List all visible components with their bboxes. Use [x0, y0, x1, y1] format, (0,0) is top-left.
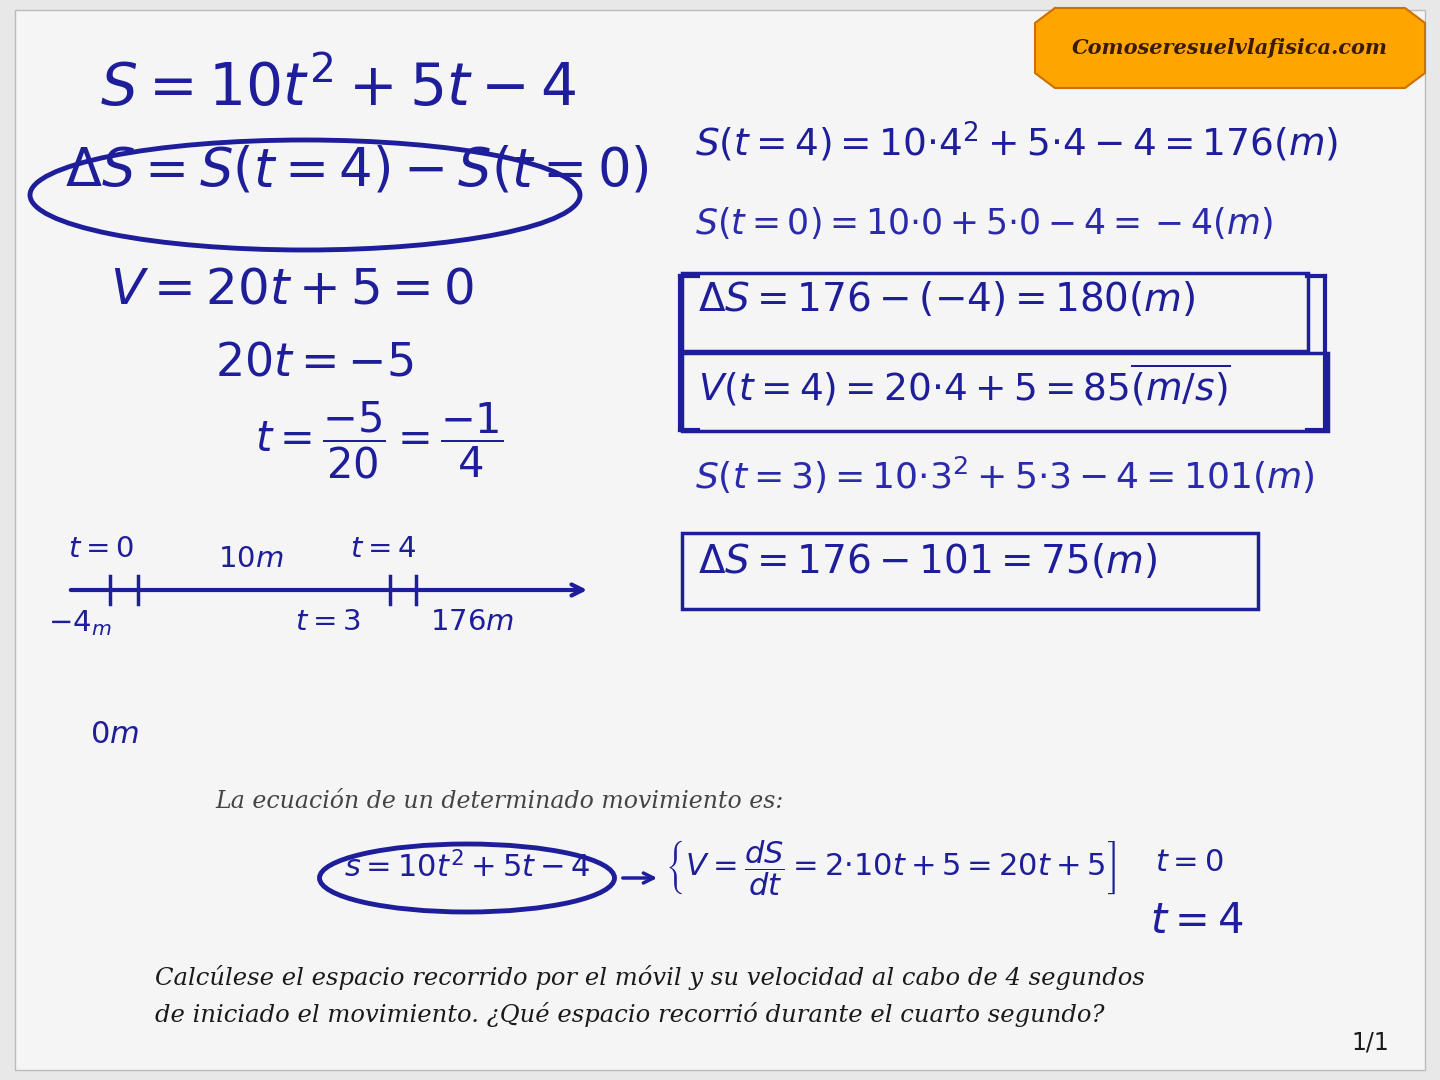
Text: 1/1: 1/1	[1351, 1030, 1388, 1054]
Text: $\Delta S = 176 - 101 = 75(m)$: $\Delta S = 176 - 101 = 75(m)$	[698, 542, 1158, 581]
Text: $S = 10t^2 + 5t - 4$: $S = 10t^2 + 5t - 4$	[99, 60, 576, 118]
Text: $S(t{=}0) = 10{\cdot}0 + 5{\cdot}0 - 4 = -4(m)$: $S(t{=}0) = 10{\cdot}0 + 5{\cdot}0 - 4 =…	[696, 205, 1273, 241]
Text: $t = \dfrac{-5}{20} = \dfrac{-1}{4}$: $t = \dfrac{-5}{20} = \dfrac{-1}{4}$	[255, 400, 504, 481]
Text: $-4_m$: $-4_m$	[48, 608, 112, 638]
Text: $176m$: $176m$	[431, 608, 514, 636]
Text: Calcúlese el espacio recorrido por el móvil y su velocidad al cabo de 4 segundos: Calcúlese el espacio recorrido por el mó…	[156, 966, 1145, 990]
Text: $0m$: $0m$	[89, 720, 140, 750]
Text: $t{=}3$: $t{=}3$	[295, 608, 360, 636]
Text: $\left\{V = \dfrac{dS}{dt} = 2{\cdot}10t + 5 = 20t + 5\right]$: $\left\{V = \dfrac{dS}{dt} = 2{\cdot}10t…	[665, 838, 1116, 897]
Text: $20t = {-}5$: $20t = {-}5$	[215, 340, 413, 384]
Text: La ecuación de un determinado movimiento es:: La ecuación de un determinado movimiento…	[215, 789, 783, 813]
Text: $S(t{=}4) = 10{\cdot}4^2 + 5{\cdot}4 - 4 = 176(m)$: $S(t{=}4) = 10{\cdot}4^2 + 5{\cdot}4 - 4…	[696, 120, 1338, 164]
Text: $S(t{=}3) = 10{\cdot}3^2 + 5{\cdot}3 - 4 = 101(m)$: $S(t{=}3) = 10{\cdot}3^2 + 5{\cdot}3 - 4…	[696, 455, 1315, 496]
Text: $s = 10t^2 + 5t - 4$: $s = 10t^2 + 5t - 4$	[344, 851, 590, 883]
Text: $10m$: $10m$	[217, 545, 284, 573]
Text: $t{=}4$: $t{=}4$	[350, 535, 416, 563]
FancyBboxPatch shape	[14, 10, 1426, 1070]
Text: $\Delta S = S(t{=}4) - S(t{=}0)$: $\Delta S = S(t{=}4) - S(t{=}0)$	[65, 145, 649, 197]
Polygon shape	[1035, 8, 1426, 87]
Text: de iniciado el movimiento. ¿Qué espacio recorrió durante el cuarto segundo?: de iniciado el movimiento. ¿Qué espacio …	[156, 1002, 1104, 1027]
Text: Comoseresuelvlafisica.com: Comoseresuelvlafisica.com	[1071, 38, 1388, 58]
Text: $\Delta S = 176 - (-4) = 180(m)$: $\Delta S = 176 - (-4) = 180(m)$	[698, 280, 1195, 319]
Text: $V(t{=}4) = 20{\cdot}4 + 5 = 85\overline{(m/s)}$: $V(t{=}4) = 20{\cdot}4 + 5 = 85\overline…	[698, 362, 1231, 408]
Text: $t{=}4$: $t{=}4$	[1151, 900, 1244, 942]
Text: $V = 20t + 5 = 0$: $V = 20t + 5 = 0$	[109, 265, 474, 313]
Text: $t{=}0$: $t{=}0$	[1155, 848, 1224, 877]
Text: $t{=}0$: $t{=}0$	[68, 535, 134, 563]
